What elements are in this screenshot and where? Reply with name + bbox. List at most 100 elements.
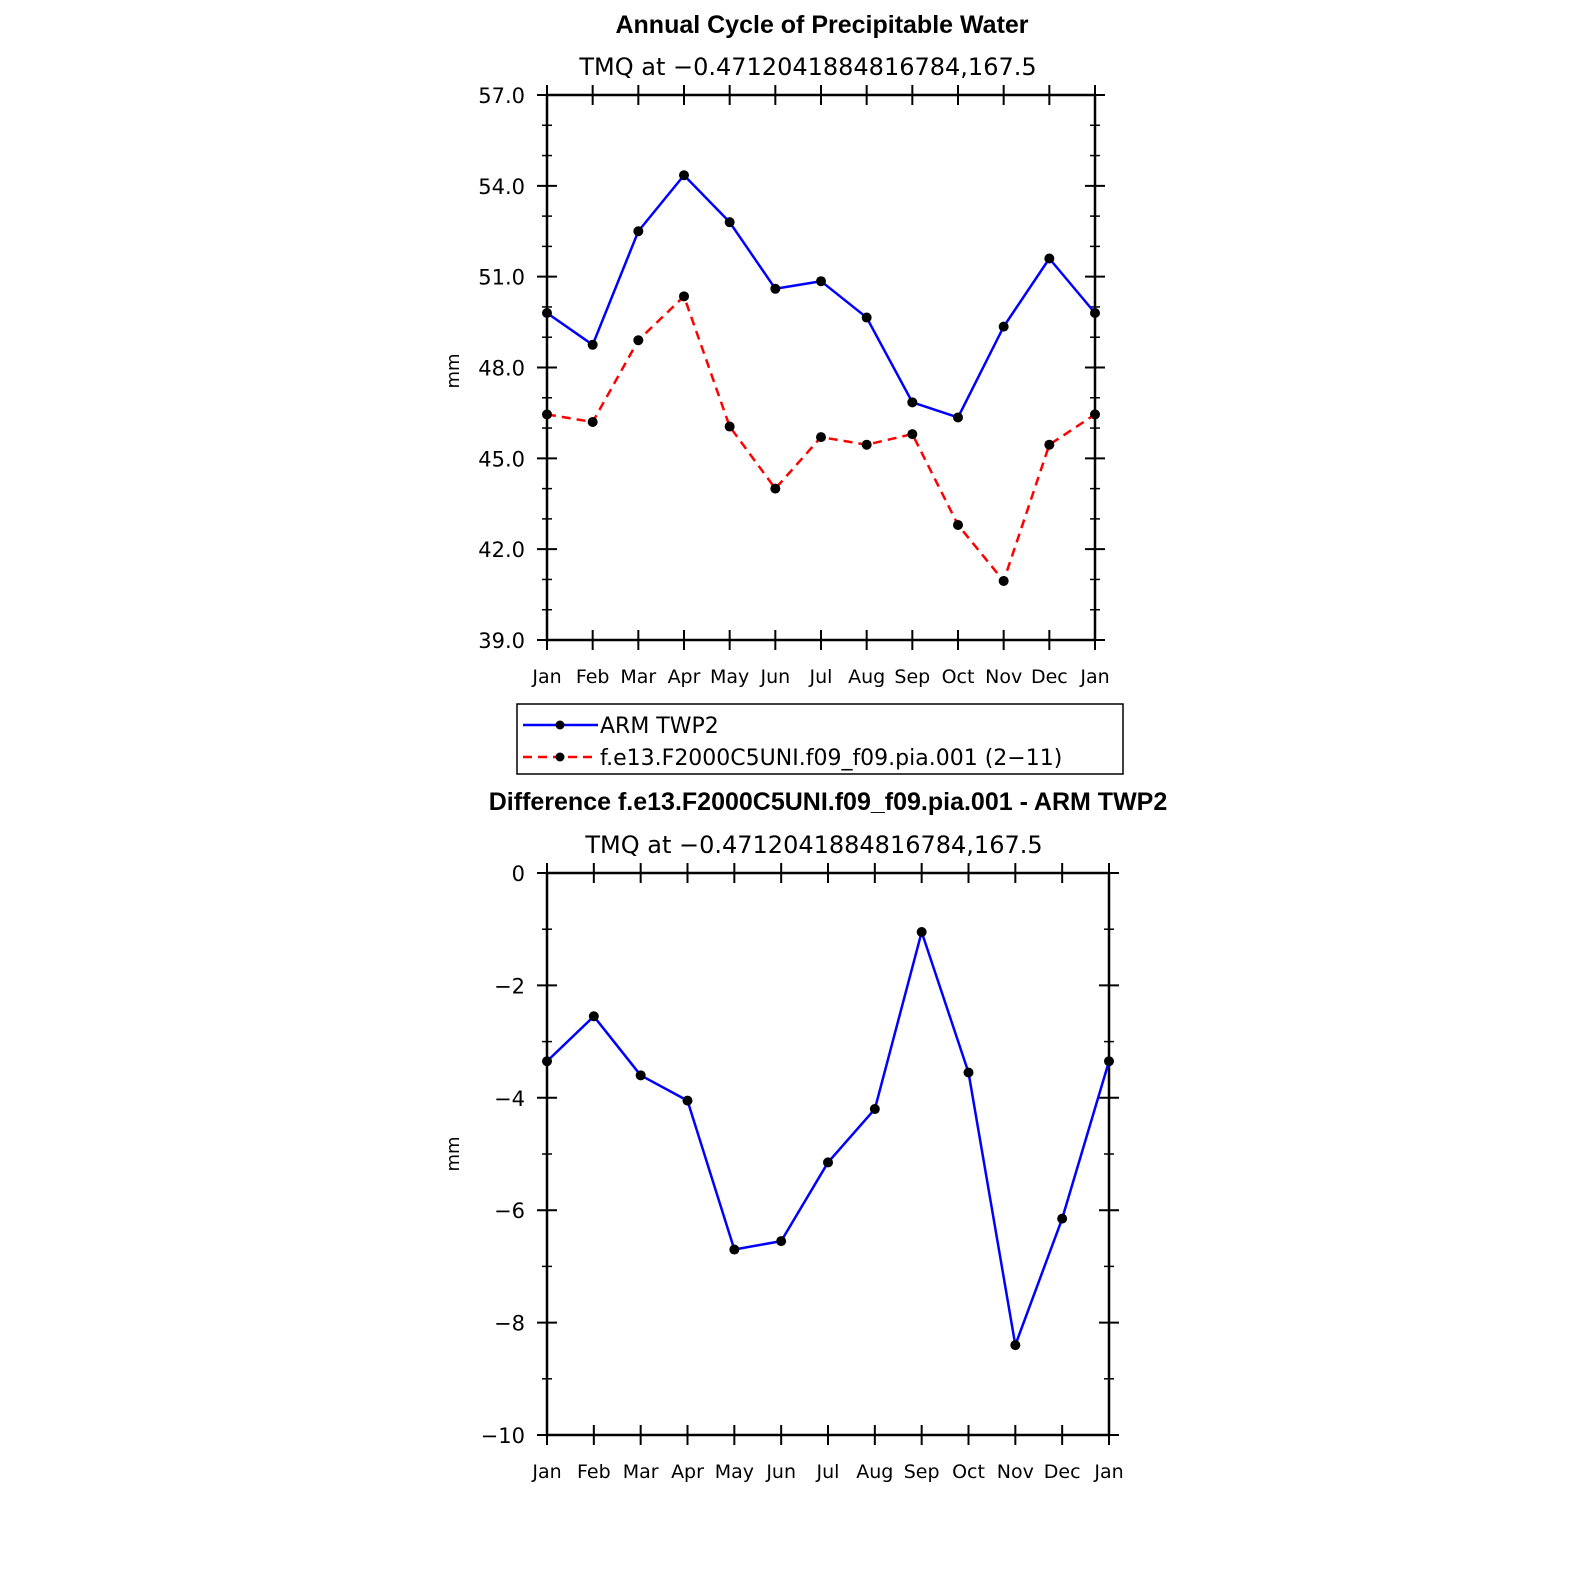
chart0-series-1-point bbox=[542, 409, 552, 420]
chart1-ytick-label: 0 bbox=[512, 862, 525, 886]
chart1-title: Annual Cycle of Precipitable Water bbox=[615, 11, 1028, 39]
chart0-xtick-label: Aug bbox=[848, 666, 885, 688]
chart1-ytick-label: −4 bbox=[494, 1087, 525, 1111]
chart1-xtick-label: Aug bbox=[856, 1461, 893, 1483]
chart0-series-0-point bbox=[1090, 308, 1100, 318]
chart1-xtick-label: Nov bbox=[997, 1461, 1034, 1483]
chart1-xtick-label: Jan bbox=[531, 1461, 561, 1483]
chart0-ytick-label: 57.0 bbox=[478, 84, 525, 108]
chart0-xtick-label: Apr bbox=[668, 666, 701, 688]
chart0-xtick-label: Jul bbox=[809, 666, 833, 688]
legend-label-model: f.e13.F2000C5UNI.f09_f09.pia.001 (2−11) bbox=[600, 746, 1062, 771]
chart0-series-0-point bbox=[633, 226, 644, 237]
chart1-xtick-label: Sep bbox=[904, 1461, 940, 1483]
chart1-xtick-label: Jun bbox=[765, 1461, 796, 1483]
chart1-series-0-point bbox=[869, 1104, 880, 1115]
chart1-xtick-label: Oct bbox=[952, 1461, 985, 1483]
legend-marker-model bbox=[555, 752, 565, 762]
chart0-xtick-label: May bbox=[710, 666, 749, 688]
chart0-xtick-label: Jan bbox=[531, 666, 561, 688]
chart1-series-0-point bbox=[682, 1095, 693, 1106]
chart0-xtick-label: Mar bbox=[620, 666, 656, 688]
chart1-series-0-point bbox=[729, 1244, 740, 1255]
chart2-ylabel: mm bbox=[443, 1136, 464, 1171]
chart1-series-0-point bbox=[823, 1157, 833, 1168]
chart2-series bbox=[542, 927, 1114, 1351]
chart0-series-0-point bbox=[679, 170, 689, 181]
chart0-series-1-point bbox=[953, 519, 963, 530]
chart2-title: Difference f.e13.F2000C5UNI.f09_f09.pia.… bbox=[489, 788, 1168, 816]
chart0-ytick-label: 51.0 bbox=[478, 266, 525, 290]
chart0-series-0-point bbox=[953, 412, 963, 423]
chart1-series bbox=[542, 170, 1100, 586]
chart0-series-0-point bbox=[770, 283, 781, 294]
legend-box bbox=[516, 703, 1124, 775]
chart1-xtick-label: Jul bbox=[816, 1461, 840, 1483]
chart0-series-line-0 bbox=[546, 173, 1096, 419]
chart0-series-0-point bbox=[587, 339, 598, 350]
chart0-series-1-point bbox=[1044, 439, 1055, 450]
chart1-xtick-label: May bbox=[715, 1461, 754, 1483]
chart0-series-0-point bbox=[816, 276, 826, 287]
chart1-ytick-label: −2 bbox=[494, 974, 525, 998]
chart0-xtick-label: Sep bbox=[894, 666, 930, 688]
chart1-xtick-label: Mar bbox=[623, 1461, 659, 1483]
chart0-xtick-label: Oct bbox=[942, 666, 975, 688]
chart1-series-0-point bbox=[776, 1236, 787, 1247]
chart0-series-0-point bbox=[861, 312, 872, 323]
chart0-series-1-point bbox=[679, 291, 689, 302]
difference-chart: Difference f.e13.F2000C5UNI.f09_f09.pia.… bbox=[443, 788, 1167, 1483]
chart0-series-1-point bbox=[587, 417, 598, 427]
chart0-series-0-point bbox=[724, 217, 735, 228]
chart2-axes: −10 −8 −6 −4 −2 0 Jan Feb Mar Apr May Jun Jul Aug Sep O… bbox=[481, 862, 1124, 1483]
chart0-series-1-point bbox=[998, 575, 1009, 586]
chart1-series-0-point bbox=[635, 1070, 646, 1081]
chart1-series-0-point bbox=[1057, 1213, 1068, 1224]
chart0-series-0-point bbox=[998, 321, 1009, 332]
chart1-ylabel: mm bbox=[443, 353, 464, 388]
legend: ARM TWP2 f.e13.F2000C5UNI.f09_f09.pia.00… bbox=[516, 703, 1124, 775]
chart1-subtitle: TMQ at −0.4712041884816784,167.5 bbox=[578, 53, 1036, 81]
chart0-ytick-label: 42.0 bbox=[478, 538, 525, 562]
chart0-series-1-point bbox=[724, 421, 735, 432]
chart0-ytick-label: 45.0 bbox=[478, 447, 525, 471]
chart1-xtick-label: Dec bbox=[1044, 1461, 1081, 1483]
chart0-xtick-label: Jan bbox=[1079, 666, 1109, 688]
chart0-series-0-point bbox=[542, 308, 552, 318]
chart1-xtick-label: Feb bbox=[577, 1461, 611, 1483]
chart0-series-1-point bbox=[633, 335, 644, 346]
chart0-series-1-point bbox=[770, 483, 781, 494]
chart0-xtick-label: Feb bbox=[576, 666, 610, 688]
legend-label-arm: ARM TWP2 bbox=[600, 714, 719, 739]
chart1-ytick-label: −10 bbox=[481, 1424, 525, 1448]
chart1-series-line-0 bbox=[546, 930, 1111, 1347]
chart0-ytick-label: 54.0 bbox=[478, 175, 525, 199]
chart0-series-1-point bbox=[816, 432, 826, 443]
chart0-xtick-label: Jun bbox=[759, 666, 790, 688]
chart1-ytick-label: −8 bbox=[494, 1312, 525, 1336]
chart0-series-1-point bbox=[1090, 409, 1100, 420]
chart2-subtitle: TMQ at −0.4712041884816784,167.5 bbox=[584, 831, 1042, 859]
chart0-series-1-point bbox=[907, 429, 918, 440]
annual-cycle-chart: Annual Cycle of Precipitable Water TMQ a… bbox=[443, 11, 1110, 688]
chart1-series-0-point bbox=[1010, 1340, 1021, 1351]
chart0-plot-frame bbox=[545, 93, 1097, 642]
chart0-ytick-label: 39.0 bbox=[478, 629, 525, 653]
chart0-series-0-point bbox=[907, 397, 918, 408]
chart1-series-0-point bbox=[1104, 1056, 1114, 1067]
chart0-series-0-point bbox=[1044, 253, 1055, 264]
chart1-plot-frame bbox=[545, 871, 1111, 1437]
chart0-ytick-label: 48.0 bbox=[478, 357, 525, 381]
chart1-series-0-point bbox=[916, 927, 927, 938]
chart1-xtick-label: Apr bbox=[671, 1461, 704, 1483]
chart1-axes: 39.0 42.0 45.0 48.0 51.0 54.0 57.0 Jan Feb Mar Apr… bbox=[478, 84, 1109, 688]
chart1-series-0-point bbox=[542, 1056, 552, 1067]
chart1-xtick-label: Jan bbox=[1093, 1461, 1123, 1483]
chart0-xtick-label: Nov bbox=[985, 666, 1022, 688]
chart1-series-0-point bbox=[588, 1011, 599, 1022]
chart1-ytick-label: −6 bbox=[494, 1199, 525, 1223]
chart0-series-1-point bbox=[861, 439, 872, 450]
chart1-series-0-point bbox=[963, 1067, 974, 1078]
legend-marker-arm bbox=[555, 720, 565, 730]
